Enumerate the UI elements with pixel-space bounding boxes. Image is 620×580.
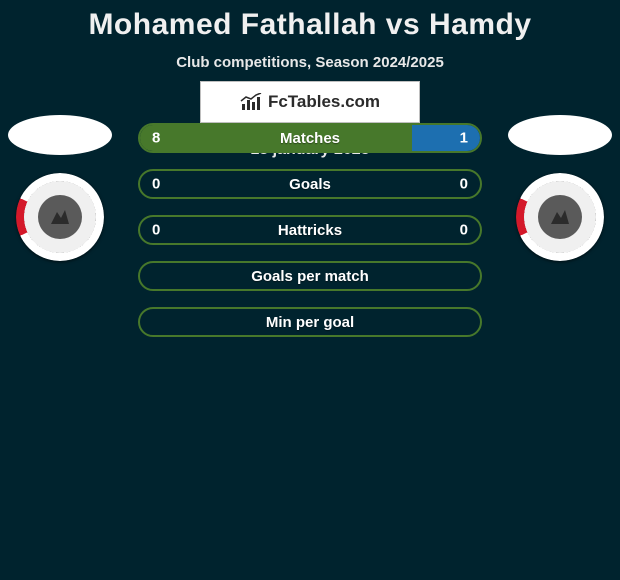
stat-row: Goals per match xyxy=(138,261,482,291)
stat-label: Matches xyxy=(280,130,340,147)
club-crest-right xyxy=(516,173,604,261)
stats-panel: 8 Matches 1 0 Goals 0 0 Hattricks 0 Goals per mat… xyxy=(138,123,482,353)
page-title: Mohamed Fathallah vs Hamdy xyxy=(0,0,620,42)
stat-row: Min per goal xyxy=(138,307,482,337)
branding-badge: FcTables.com xyxy=(200,81,420,123)
stat-label: Goals xyxy=(289,176,331,193)
stat-value-left: 0 xyxy=(152,176,160,193)
stat-label: Hattricks xyxy=(278,222,342,239)
stat-label: Min per goal xyxy=(266,314,354,331)
stat-row: 0 Goals 0 xyxy=(138,169,482,199)
player-right xyxy=(508,115,612,261)
crest-emblem-icon xyxy=(538,195,582,239)
player-left xyxy=(8,115,112,261)
stat-value-right: 1 xyxy=(460,130,468,147)
crest-emblem-icon xyxy=(38,195,82,239)
chart-icon xyxy=(240,93,262,111)
stat-row: 8 Matches 1 xyxy=(138,123,482,153)
branding-text: FcTables.com xyxy=(268,92,380,112)
stat-value-right: 0 xyxy=(460,176,468,193)
stat-value-left: 0 xyxy=(152,222,160,239)
stat-row: 0 Hattricks 0 xyxy=(138,215,482,245)
stat-fill-right xyxy=(412,125,480,151)
stat-label: Goals per match xyxy=(251,268,369,285)
stat-value-right: 0 xyxy=(460,222,468,239)
subtitle: Club competitions, Season 2024/2025 xyxy=(0,54,620,71)
stat-value-left: 8 xyxy=(152,130,160,147)
player-left-silhouette xyxy=(8,115,112,155)
club-crest-left xyxy=(16,173,104,261)
stat-fill-left xyxy=(140,125,412,151)
player-right-silhouette xyxy=(508,115,612,155)
